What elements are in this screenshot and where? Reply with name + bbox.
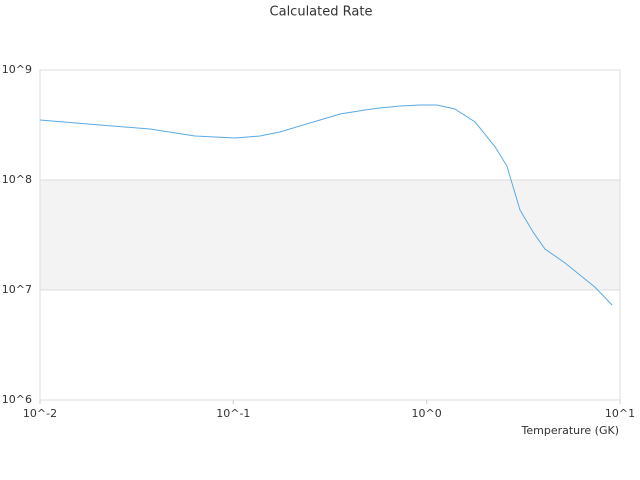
chart-title: Calculated Rate [270, 5, 373, 20]
x-tick-label: 10^-2 [23, 407, 57, 420]
x-tick-label: 10^-1 [216, 407, 250, 420]
y-tick-label: 10^8 [2, 173, 32, 186]
y-tick-label: 10^7 [2, 283, 32, 296]
data-line [39, 104, 613, 306]
x-tick-label: 10^0 [412, 407, 442, 420]
x-axis-label: Temperature (GK) [521, 424, 620, 437]
plot-border [39, 69, 621, 401]
y-tick-label: 10^6 [2, 393, 32, 406]
x-tick-label: 10^1 [605, 407, 635, 420]
grid-band [40, 180, 620, 290]
y-tick-label: 10^9 [2, 63, 32, 76]
